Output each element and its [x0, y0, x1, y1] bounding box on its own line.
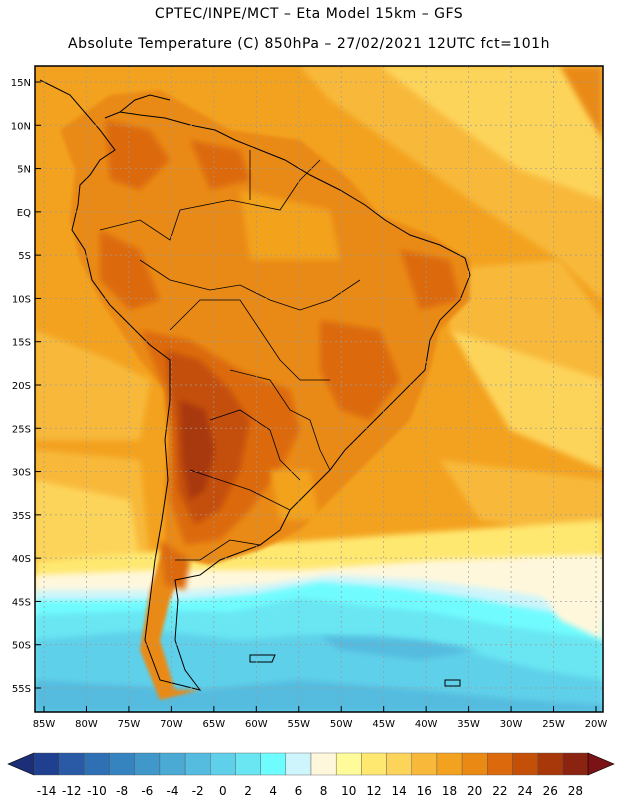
- lon-tick-label: 75W: [118, 719, 141, 730]
- lon-tick-label: 65W: [203, 719, 226, 730]
- colorbar-swatch: [436, 752, 463, 776]
- colorbar-label: 0: [219, 784, 227, 798]
- colorbar-swatch: [562, 752, 589, 776]
- colorbar-swatch: [487, 752, 513, 776]
- map-frame: [34, 65, 604, 713]
- colorbar-swatch: [285, 752, 312, 776]
- colorbar-label: -14: [37, 784, 57, 798]
- colorbar-swatch: [210, 752, 236, 776]
- colorbar-swatch: [235, 752, 261, 776]
- lat-tick-label: 40S: [12, 554, 31, 565]
- colorbar-swatch: [260, 752, 287, 776]
- lon-tick-label: 80W: [75, 719, 98, 730]
- colorbar-swatch: [310, 752, 337, 776]
- colorbar-swatch: [411, 752, 438, 776]
- temperature-field: [35, 66, 603, 712]
- lat-tick-label: 10S: [12, 294, 31, 305]
- lat-tick-label: 15N: [11, 78, 31, 89]
- colorbar-label: 20: [467, 784, 482, 798]
- colorbar-label: 26: [543, 784, 558, 798]
- lon-tick-label: 30W: [500, 719, 523, 730]
- colorbar-label: 22: [492, 784, 507, 798]
- colorbar-under-arrow: [7, 752, 35, 776]
- lat-tick-label: EQ: [17, 208, 31, 219]
- lon-tick-label: 50W: [330, 719, 353, 730]
- lat-tick-label: 35S: [12, 511, 31, 522]
- lon-tick-label: 35W: [457, 719, 480, 730]
- latitude-axis: 15N 10N 5N EQ 5S 10S 15S 20S 25S 30S 35S 40S 45S 50S 5…: [11, 78, 41, 695]
- colorbar-over-arrow: [587, 752, 615, 776]
- colorbar-swatch: [512, 752, 538, 776]
- lon-tick-label: 70W: [160, 719, 183, 730]
- country-borders: [99, 150, 361, 561]
- lat-tick-label: 30S: [12, 468, 31, 479]
- colorbar-swatch: [33, 752, 60, 776]
- lon-tick-label: 55W: [287, 719, 310, 730]
- lon-tick-label: 45W: [372, 719, 395, 730]
- colorbar-label: 14: [391, 784, 406, 798]
- colorbar-swatch: [361, 752, 387, 776]
- lon-tick-label: 60W: [245, 719, 268, 730]
- colorbar-label: 2: [244, 784, 252, 798]
- lon-tick-label: 25W: [542, 719, 565, 730]
- colorbar-label: 4: [269, 784, 277, 798]
- colorbar-swatch: [537, 752, 564, 776]
- lat-tick-label: 5S: [18, 251, 31, 262]
- lat-tick-label: 25S: [12, 424, 31, 435]
- map-title-line2: Absolute Temperature (C) 850hPa – 27/02/…: [68, 36, 550, 52]
- colorbar-label: 16: [417, 784, 432, 798]
- lat-tick-label: 10N: [11, 121, 31, 132]
- colorbar-label: 6: [295, 784, 303, 798]
- colorbar-label: -6: [141, 784, 153, 798]
- lat-tick-label: 50S: [12, 641, 31, 652]
- colorbar-swatch: [84, 752, 110, 776]
- lat-tick-label: 20S: [12, 381, 31, 392]
- colorbar-swatch: [58, 752, 85, 776]
- colorbar-swatch: [461, 752, 488, 776]
- colorbar-swatch: [159, 752, 186, 776]
- colorbar-label: 24: [517, 784, 532, 798]
- colorbar-swatch: [335, 752, 362, 776]
- coastlines: [39, 79, 471, 691]
- colorbar-label: 12: [366, 784, 381, 798]
- map-title-line1: CPTEC/INPE/MCT – Eta Model 15km – GFS: [154, 6, 464, 22]
- lat-tick-label: 5N: [17, 165, 31, 176]
- lon-tick-label: 20W: [585, 719, 608, 730]
- lat-tick-label: 55S: [12, 684, 31, 695]
- colorbar-swatch: [134, 752, 161, 776]
- longitude-axis: 85W 80W 75W 70W 65W 60W 55W 50W 45W 40W 35W 30W 25W 2…: [33, 706, 608, 730]
- colorbar-label: 8: [320, 784, 328, 798]
- colorbar-label: -2: [192, 784, 204, 798]
- colorbar-label: -10: [87, 784, 107, 798]
- lat-tick-label: 45S: [12, 597, 31, 608]
- lat-tick-label: 15S: [12, 338, 31, 349]
- colorbar-label: 18: [442, 784, 457, 798]
- colorbar-label: -4: [167, 784, 179, 798]
- lon-tick-label: 85W: [33, 719, 56, 730]
- colorbar-label: -8: [116, 784, 128, 798]
- colorbar-swatch: [184, 752, 211, 776]
- colorbar-swatch: [109, 752, 135, 776]
- colorbar-label: -12: [62, 784, 82, 798]
- colorbar-label: 28: [568, 784, 583, 798]
- colorbar-label: 10: [341, 784, 356, 798]
- colorbar: -14 -12 -10 -8 -6 -4 -2 0 2 4 6 8 10 12 14 16 18 20 22 24 26…: [7, 752, 615, 798]
- lon-tick-label: 40W: [415, 719, 438, 730]
- colorbar-swatch: [386, 752, 412, 776]
